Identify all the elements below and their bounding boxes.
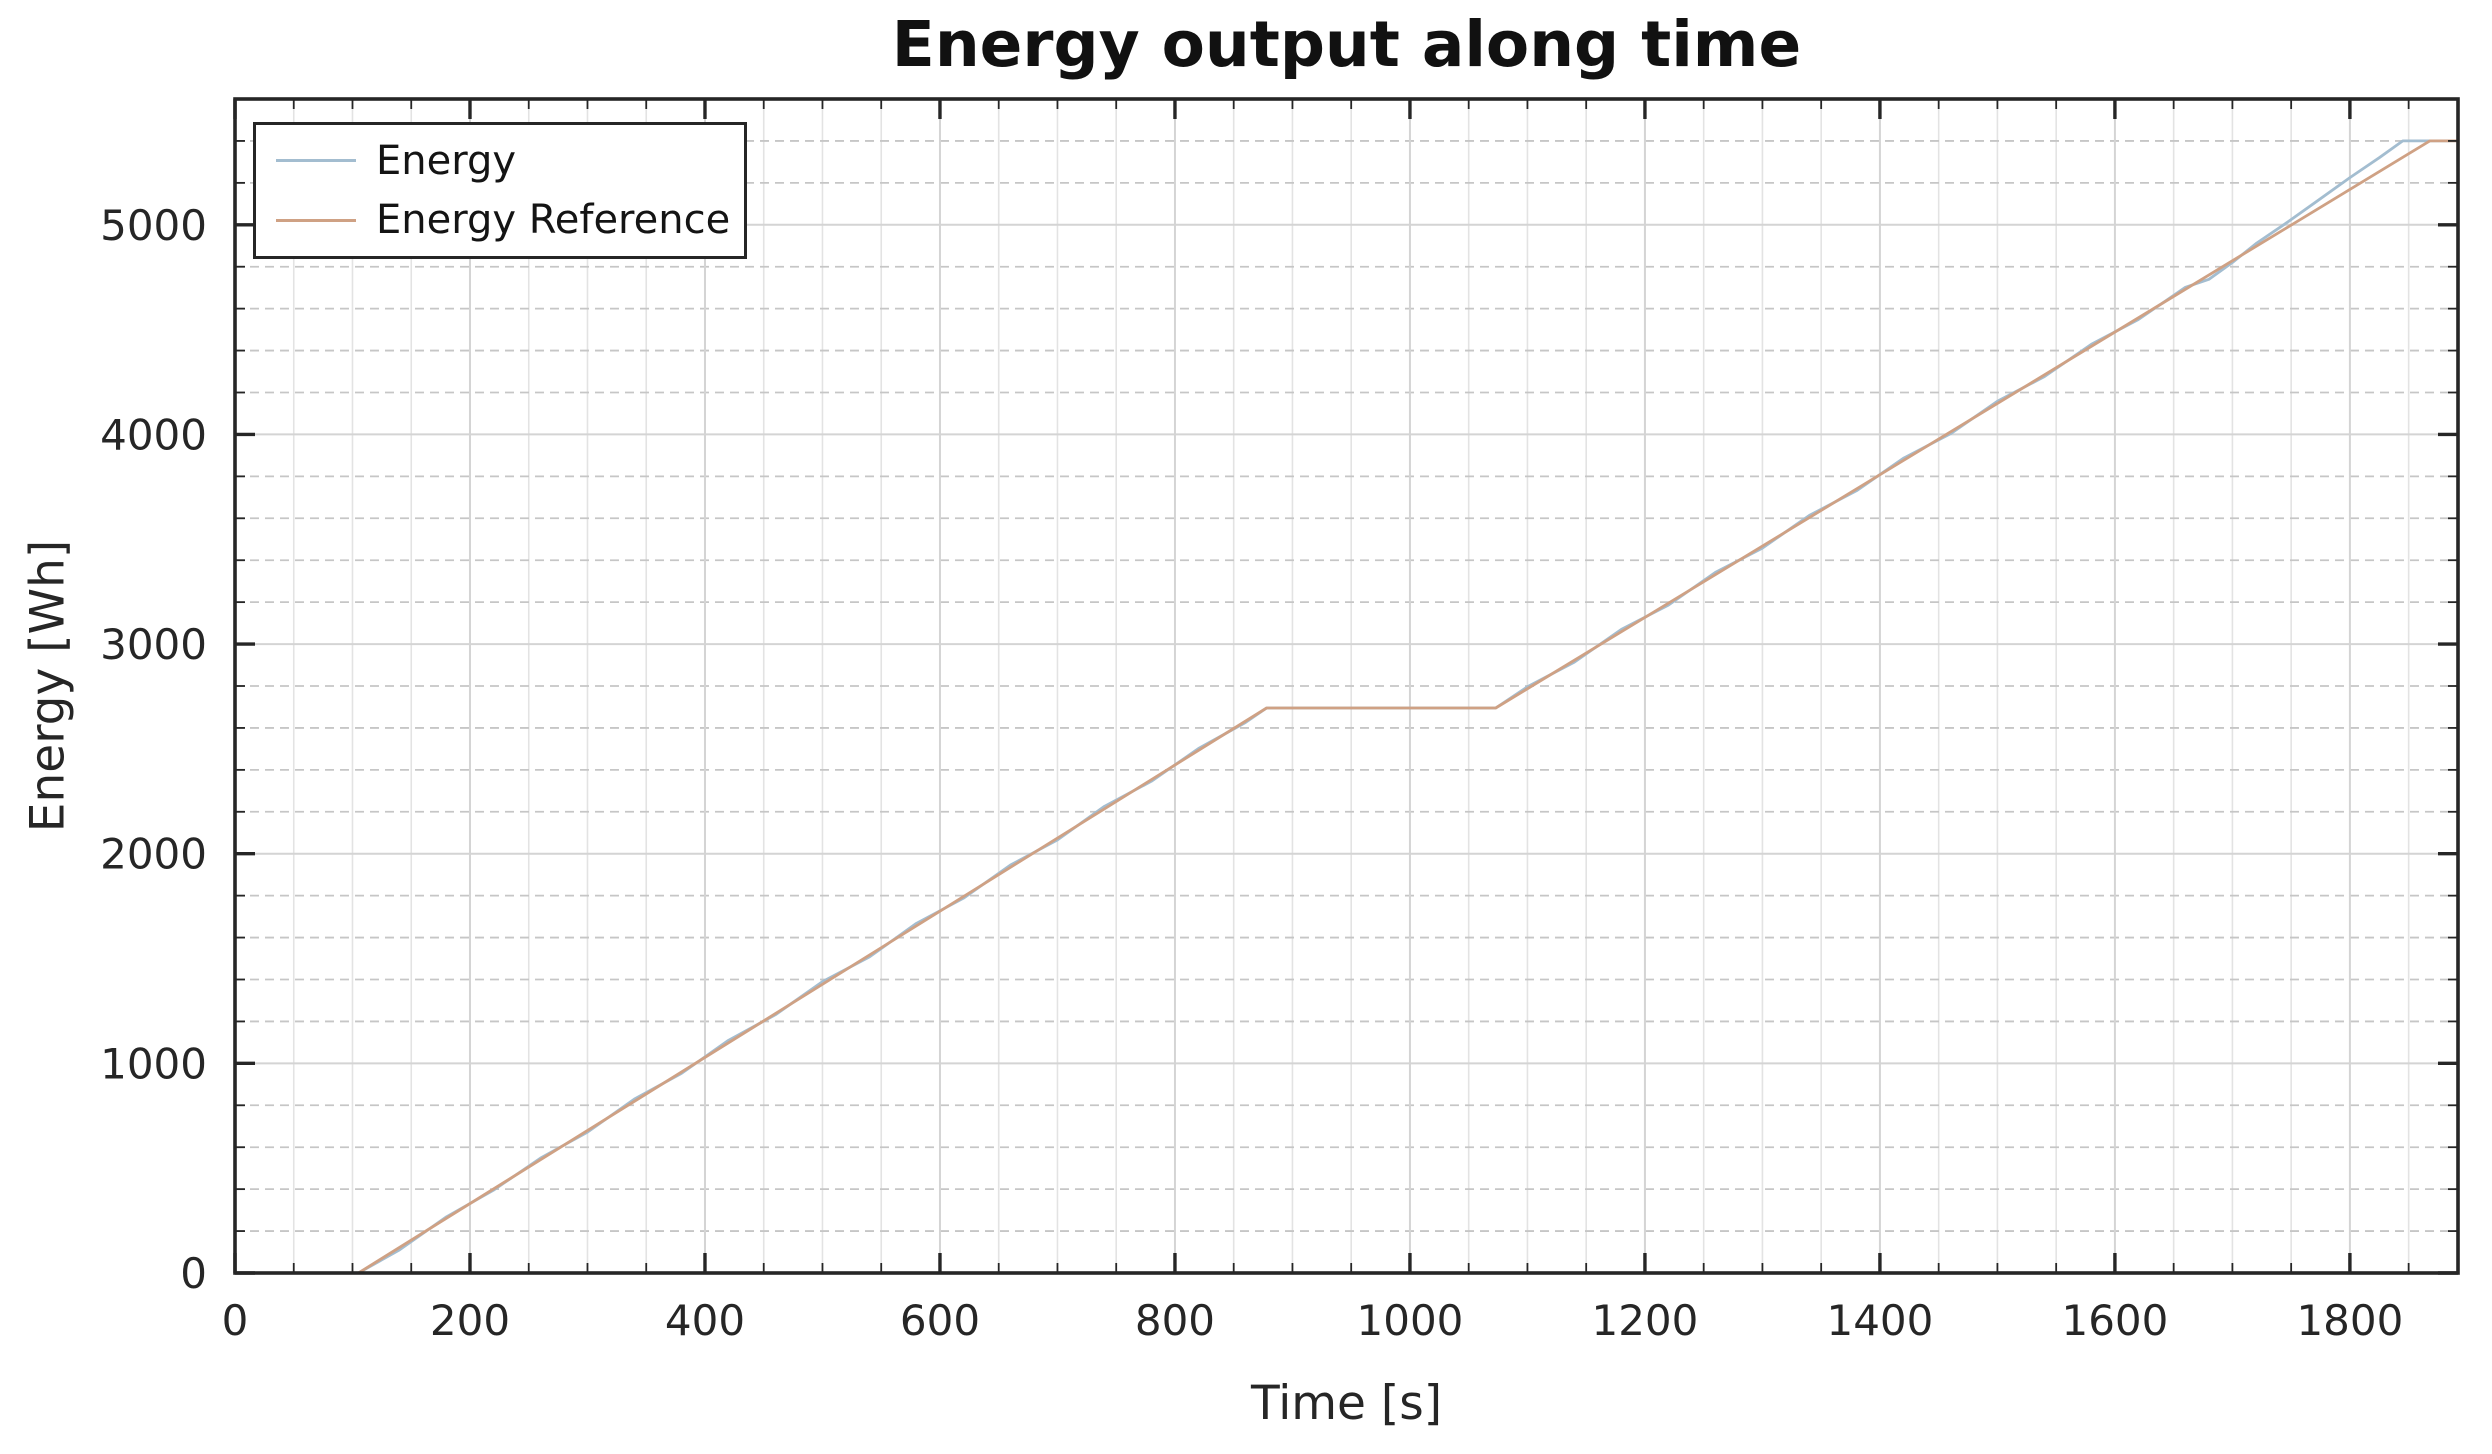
chart-title: Energy output along time xyxy=(891,8,1802,81)
y-tick-label: 1000 xyxy=(100,1039,207,1088)
x-tick-label: 1600 xyxy=(2061,1296,2168,1345)
x-tick-label: 1800 xyxy=(2296,1296,2403,1345)
y-tick-label: 5000 xyxy=(100,201,207,250)
x-tick-label: 1000 xyxy=(1357,1296,1464,1345)
x-tick-label: 1200 xyxy=(1591,1296,1698,1345)
y-tick-label: 4000 xyxy=(100,410,207,459)
energy-reference-line-swatch xyxy=(276,218,356,222)
x-tick-label: 0 xyxy=(222,1296,249,1345)
x-axis-label: Time [s] xyxy=(1250,1376,1443,1431)
y-axis-label: Energy [Wh] xyxy=(20,539,76,833)
legend: Energy Energy Reference xyxy=(253,122,747,259)
x-tick-label: 400 xyxy=(665,1296,745,1345)
y-tick-label: 2000 xyxy=(100,830,207,879)
legend-item-energy-reference: Energy Reference xyxy=(276,200,734,240)
x-tick-label: 200 xyxy=(430,1296,510,1345)
x-tick-label: 600 xyxy=(900,1296,980,1345)
legend-label-energy: Energy xyxy=(376,137,517,184)
legend-label-energy-reference: Energy Reference xyxy=(376,197,731,244)
x-tick-label: 1400 xyxy=(1826,1296,1933,1345)
y-tick-label: 0 xyxy=(180,1249,207,1298)
y-tick-label: 3000 xyxy=(100,620,207,669)
legend-item-energy: Energy xyxy=(276,141,734,181)
x-tick-label: 800 xyxy=(1135,1296,1215,1345)
energy-line-swatch xyxy=(276,159,356,163)
